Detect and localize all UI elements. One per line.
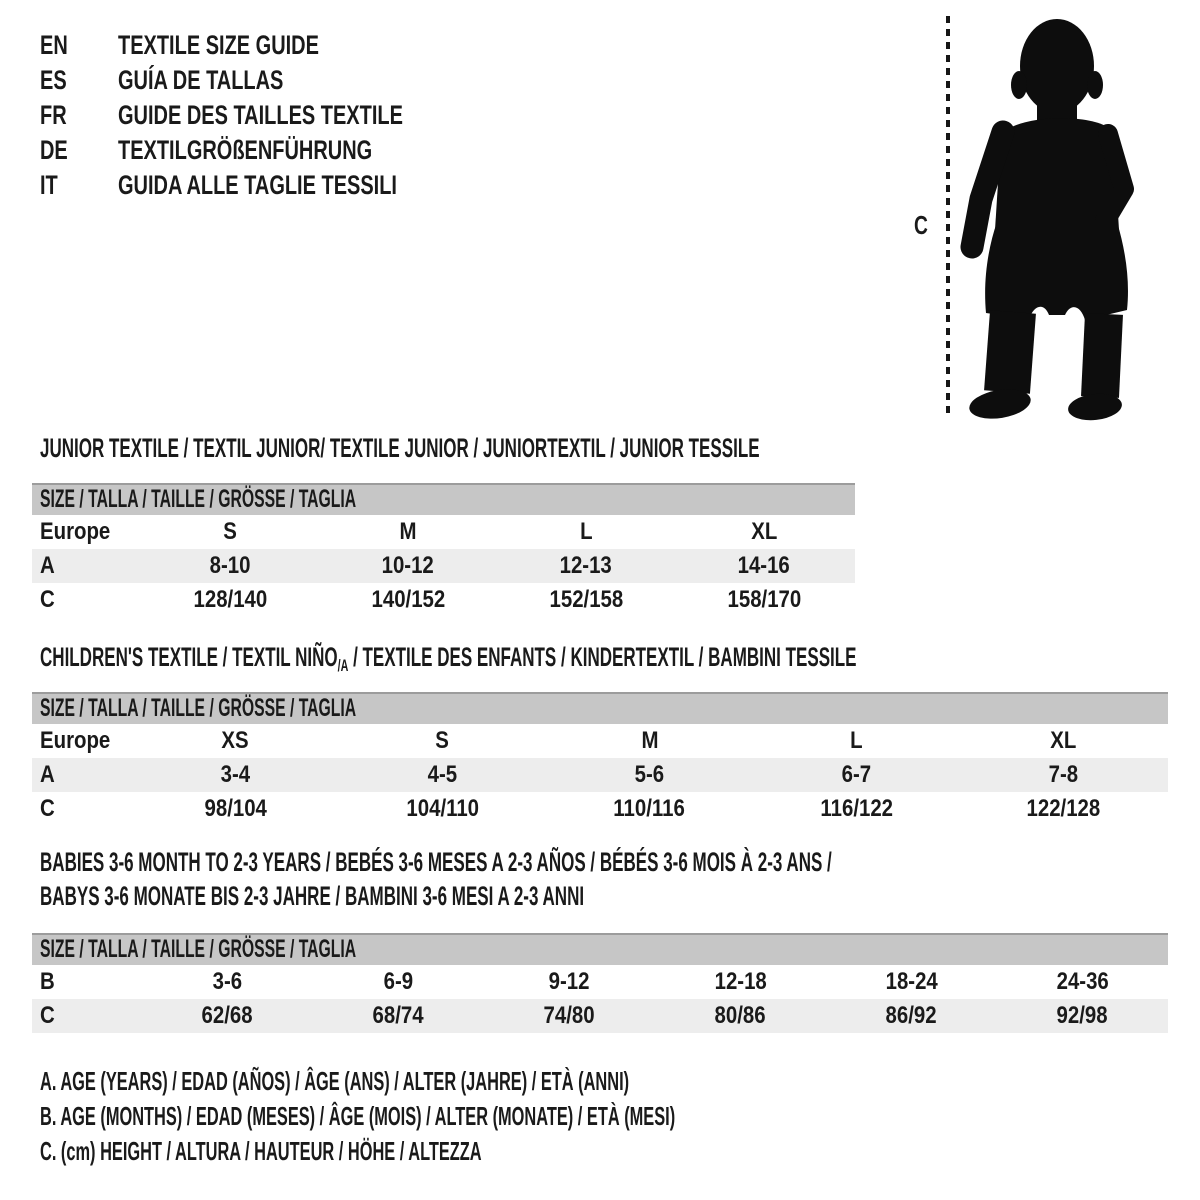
language-code-fr: FR — [40, 100, 67, 130]
measure-legend: A. AGE (YEARS) / EDAD (AÑOS) / ÂGE (ANS)… — [40, 1064, 1048, 1169]
row-label: A — [40, 552, 55, 579]
babies-table-header: SIZE / TALLA / TAILLE / GRÖSSE / TAGLIA — [32, 933, 1168, 965]
table-row: Europe S M L XL — [40, 518, 778, 545]
row-label: Europe — [40, 518, 111, 545]
page-title-en: TEXTILE SIZE GUIDE — [118, 30, 319, 60]
page-title-es: GUÍA DE TALLAS — [118, 65, 284, 95]
language-code-de: DE — [40, 135, 68, 165]
table-row: C 98/104 104/110 110/116 116/122 122/128 — [40, 795, 1101, 822]
page-title-fr: GUIDE DES TAILLES TEXTILE — [118, 100, 403, 130]
row-label: A — [40, 761, 55, 788]
table-row: A 8-10 10-12 12-13 14-16 — [32, 549, 855, 583]
row-label: B — [40, 968, 55, 995]
legend-line-b: B. AGE (MONTHS) / EDAD (MESES) / ÂGE (MO… — [40, 1101, 676, 1131]
table-row: Europe XS S M L XL — [40, 727, 1077, 754]
lang-row-fr: FR GUIDE DES TAILLES TEXTILE — [40, 98, 503, 133]
junior-size-table: SIZE / TALLA / TAILLE / GRÖSSE / TAGLIA … — [32, 483, 855, 617]
lang-row-de: DE TEXTILGRÖßENFÜHRUNG — [40, 133, 503, 168]
babies-section-title-line1: BABIES 3-6 MONTH TO 2-3 YEARS / BEBÉS 3-… — [40, 847, 832, 877]
junior-table-header: SIZE / TALLA / TAILLE / GRÖSSE / TAGLIA — [32, 483, 855, 515]
row-label: Europe — [40, 727, 111, 754]
row-label: C — [40, 795, 55, 822]
table-row: C 62/68 68/74 74/80 80/86 86/92 92/98 — [32, 999, 1168, 1033]
children-section-title: CHILDREN'S TEXTILE / TEXTIL NIÑO/A / TEX… — [40, 642, 857, 675]
language-code-en: EN — [40, 30, 68, 60]
height-measure-label: C — [914, 210, 928, 240]
table-row: C 128/140 140/152 152/158 158/170 — [40, 586, 801, 613]
legend-line-a: A. AGE (YEARS) / EDAD (AÑOS) / ÂGE (ANS)… — [40, 1066, 630, 1096]
lang-row-it: IT GUIDA ALLE TAGLIE TESSILI — [40, 168, 503, 203]
language-title-block: EN TEXTILE SIZE GUIDE ES GUÍA DE TALLAS … — [40, 28, 503, 203]
lang-row-es: ES GUÍA DE TALLAS — [40, 63, 503, 98]
toddler-silhouette-icon — [960, 19, 1134, 421]
page-title-de: TEXTILGRÖßENFÜHRUNG — [118, 135, 373, 165]
lang-row-en: EN TEXTILE SIZE GUIDE — [40, 28, 503, 63]
children-table-header: SIZE / TALLA / TAILLE / GRÖSSE / TAGLIA — [32, 692, 1168, 724]
page-title-it: GUIDA ALLE TAGLIE TESSILI — [118, 170, 397, 200]
legend-line-c: C. (cm) HEIGHT / ALTURA / HAUTEUR / HÖHE… — [40, 1136, 482, 1166]
height-measure-dashed-line — [946, 16, 950, 416]
junior-section-title: JUNIOR TEXTILE / TEXTIL JUNIOR/ TEXTILE … — [40, 433, 760, 463]
babies-size-table: SIZE / TALLA / TAILLE / GRÖSSE / TAGLIA … — [32, 933, 1168, 1033]
language-code-it: IT — [40, 170, 58, 200]
table-row: B 3-6 6-9 9-12 12-18 18-24 24-36 — [40, 968, 1109, 995]
babies-section-title-line2: BABYS 3-6 MONATE BIS 2-3 JAHRE / BAMBINI… — [40, 881, 585, 911]
toddler-figure: C — [900, 14, 1166, 426]
language-code-es: ES — [40, 65, 67, 95]
table-row: A 3-4 4-5 5-6 6-7 7-8 — [32, 758, 1168, 792]
row-label: C — [40, 1002, 55, 1029]
row-label: C — [40, 586, 55, 613]
children-size-table: SIZE / TALLA / TAILLE / GRÖSSE / TAGLIA … — [32, 692, 1168, 826]
